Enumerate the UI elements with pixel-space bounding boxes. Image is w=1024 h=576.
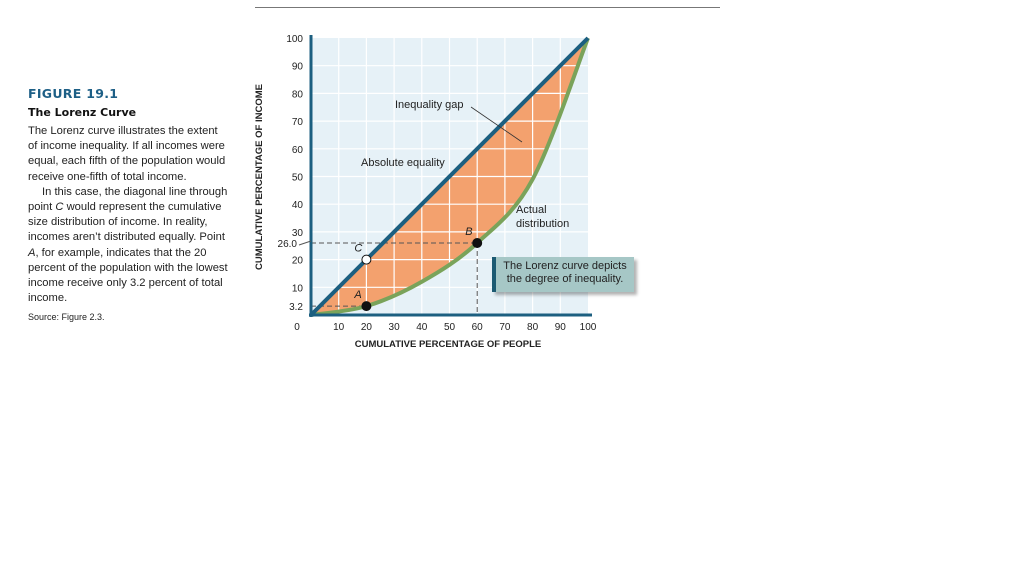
x-tick-label: 80 <box>527 322 539 333</box>
point-label-c: C <box>354 243 362 255</box>
caption-text: , for example, indicates that the 20 per… <box>28 246 228 305</box>
inequality-gap-leader <box>470 106 523 143</box>
x-tick-label: 70 <box>499 322 511 333</box>
y-tick-label: 80 <box>292 89 304 100</box>
point-a <box>361 301 372 312</box>
y-tick-label: 90 <box>292 62 304 73</box>
x-tick-label: 90 <box>555 322 567 333</box>
y-tick-label: 30 <box>292 228 304 239</box>
y-tick-label: 50 <box>292 173 304 184</box>
caption-text: In this case, the diagonal line through … <box>28 185 228 214</box>
source-note: Source: Figure 2.3. <box>28 312 105 323</box>
caption-point-c: C <box>55 201 64 214</box>
y-axis-label: CUMULATIVE PERCENTAGE OF INCOME <box>254 84 265 270</box>
caption-point-a: A <box>28 246 36 259</box>
y-tick-label: 26.0 <box>278 239 298 250</box>
callout-box: The Lorenz curve depicts the degree of i… <box>492 257 634 292</box>
caption-paragraph-2: In this case, the diagonal line through … <box>28 185 228 307</box>
point-label-b: B <box>465 226 472 238</box>
y-tick-label: 3.2 <box>289 302 303 313</box>
callout-line-2: the degree of inequality. <box>506 273 624 285</box>
x-tick-label: 20 <box>361 322 373 333</box>
actual-distribution-label: distribution <box>516 218 569 230</box>
x-tick-label: 60 <box>472 322 484 333</box>
actual-distribution-label: Actual <box>516 204 547 216</box>
y-tick-label: 60 <box>292 145 304 156</box>
x-tick-label: 50 <box>444 322 456 333</box>
caption-text: would represent the cumulative size dist… <box>28 201 225 244</box>
x-tick-label: 100 <box>580 322 597 333</box>
caption-body: The Lorenz curve illustrates the extent … <box>28 124 228 306</box>
x-tick-label: 40 <box>416 322 428 333</box>
x-tick-label: 0 <box>294 322 300 333</box>
y-tick-label: 10 <box>292 283 304 294</box>
callout-line-1: The Lorenz curve depicts <box>503 260 627 272</box>
x-axis-label: CUMULATIVE PERCENTAGE OF PEOPLE <box>355 339 542 350</box>
y-tick-label: 100 <box>286 34 303 45</box>
point-b <box>472 237 483 248</box>
point-label-a: A <box>353 289 361 301</box>
y-tick-label: 70 <box>292 117 304 128</box>
figure-caption: FIGURE 19.1 The Lorenz Curve The Lorenz … <box>28 86 228 322</box>
tick-leader <box>298 240 312 246</box>
inequality-gap-label: Inequality gap <box>395 99 464 111</box>
absolute-equality-label: Absolute equality <box>361 157 445 169</box>
top-rule <box>255 7 720 8</box>
x-tick-label: 30 <box>389 322 401 333</box>
y-tick-label: 20 <box>292 256 304 267</box>
x-tick-label: 10 <box>333 322 345 333</box>
equality-line <box>309 36 590 317</box>
figure-number: FIGURE 19.1 <box>28 86 119 101</box>
point-c <box>361 254 372 265</box>
figure-title: The Lorenz Curve <box>28 106 137 119</box>
caption-paragraph-1: The Lorenz curve illustrates the extent … <box>28 125 226 183</box>
y-tick-label: 40 <box>292 200 304 211</box>
